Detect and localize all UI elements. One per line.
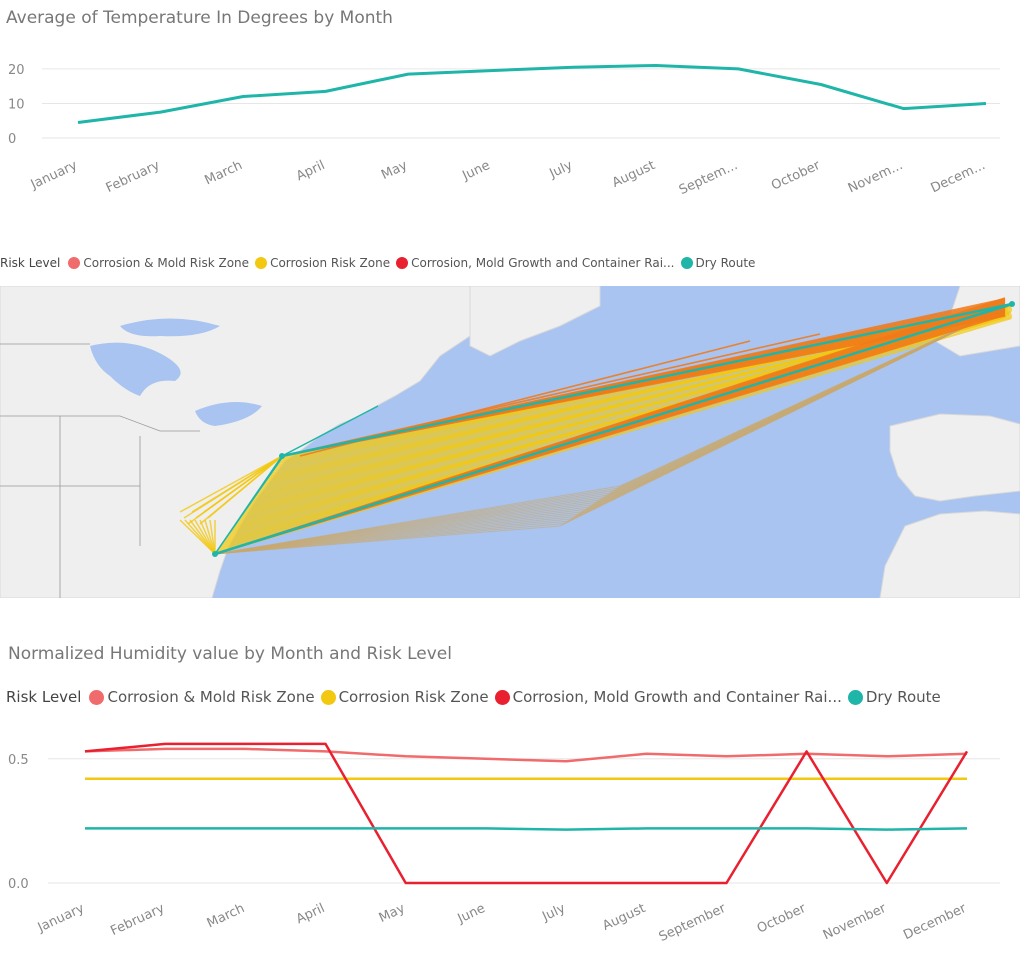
route-line — [209, 519, 216, 555]
humidity-legend-item[interactable]: Corrosion, Mold Growth and Container Rai… — [494, 688, 842, 706]
route-line — [214, 302, 1013, 556]
great-lakes — [90, 342, 181, 396]
legend-dot-icon — [847, 689, 863, 705]
legend-label: Dry Route — [865, 688, 941, 706]
great-lake-superior — [120, 318, 220, 337]
legend-label: Corrosion, Mold Growth and Container Rai… — [512, 688, 842, 706]
x-tick-label: July — [539, 901, 568, 925]
shipping-routes — [179, 297, 1015, 557]
y-tick-label: 20 — [8, 63, 25, 78]
humidity-chart-title: Normalized Humidity value by Month and R… — [8, 644, 452, 664]
iberia-land — [889, 413, 1020, 502]
x-tick-label: April — [294, 901, 327, 927]
route-line — [281, 333, 821, 457]
legend-dot-icon — [68, 257, 81, 269]
route-line — [203, 455, 283, 513]
map-legend: Risk Level Corrosion & Mold Risk Zone Co… — [0, 256, 761, 270]
y-tick-label: 0 — [8, 132, 16, 147]
series-line[interactable] — [85, 827, 968, 831]
route-line — [204, 519, 216, 555]
x-tick-label: February — [108, 901, 167, 939]
newfoundland-land — [469, 286, 601, 357]
humidity-legend-item[interactable]: Corrosion & Mold Risk Zone — [89, 688, 315, 706]
africa-land — [879, 510, 1020, 598]
state-borders — [0, 343, 200, 598]
route-line — [214, 303, 1013, 555]
map-legend-item[interactable]: Corrosion & Mold Risk Zone — [68, 256, 249, 270]
series-line[interactable] — [84, 747, 968, 763]
route-line — [199, 519, 216, 555]
map-legend-item[interactable]: Dry Route — [680, 256, 756, 270]
x-tick-label: November — [821, 901, 889, 943]
route-line — [214, 314, 1006, 555]
route-line — [194, 519, 216, 555]
x-tick-label: May — [377, 901, 408, 926]
x-tick-label: March — [205, 901, 247, 931]
y-tick-label: 10 — [8, 97, 25, 112]
legend-dot-icon — [255, 257, 268, 269]
series-line[interactable] — [84, 742, 969, 885]
temperature-chart-title: Average of Temperature In Degrees by Mon… — [6, 8, 393, 28]
humidity-legend-item[interactable]: Corrosion Risk Zone — [320, 688, 489, 706]
legend-label: Corrosion & Mold Risk Zone — [107, 688, 315, 706]
legend-label: Corrosion, Mold Growth and Container Rai… — [411, 256, 675, 270]
route-map[interactable] — [0, 286, 1020, 598]
map-legend-item[interactable]: Corrosion, Mold Growth and Container Rai… — [396, 256, 675, 270]
legend-label: Corrosion & Mold Risk Zone — [83, 256, 250, 270]
legend-dot-icon — [494, 689, 510, 705]
route-line — [179, 455, 283, 513]
route-line — [207, 455, 283, 519]
x-tick-label: September — [657, 901, 729, 945]
legend-label: Dry Route — [695, 256, 756, 270]
x-tick-label: October — [755, 901, 809, 937]
x-tick-label: June — [455, 901, 488, 927]
y-tick-label: 0.5 — [8, 753, 29, 768]
legend-dot-icon — [396, 257, 409, 269]
route-line — [281, 315, 1006, 457]
humidity-legend: Risk Level Corrosion & Mold Risk Zone Co… — [6, 688, 947, 706]
y-tick-label: 0.0 — [8, 877, 29, 892]
x-tick-label: December — [901, 901, 969, 943]
route-map-canvas — [0, 286, 1020, 598]
route-line — [191, 455, 283, 513]
legend-dot-icon — [89, 689, 105, 705]
series-line[interactable] — [77, 64, 987, 124]
legend-dot-icon — [320, 689, 336, 705]
port-marker[interactable] — [212, 551, 218, 557]
legend-label: Corrosion Risk Zone — [338, 688, 489, 706]
humidity-legend-item[interactable]: Dry Route — [847, 688, 941, 706]
legend-label: Corrosion Risk Zone — [270, 256, 391, 270]
port-marker[interactable] — [279, 453, 285, 459]
map-legend-item[interactable]: Corrosion Risk Zone — [255, 256, 390, 270]
port-marker[interactable] — [1009, 301, 1015, 307]
route-line — [281, 405, 379, 457]
x-tick-label: August — [600, 901, 648, 934]
great-lake-erie — [195, 402, 262, 426]
route-line — [214, 457, 283, 555]
x-tick-label: January — [35, 901, 87, 936]
route-line — [281, 302, 1013, 458]
humidity-legend-title: Risk Level — [6, 688, 82, 706]
map-legend-title: Risk Level — [0, 256, 61, 270]
legend-dot-icon — [680, 257, 693, 269]
